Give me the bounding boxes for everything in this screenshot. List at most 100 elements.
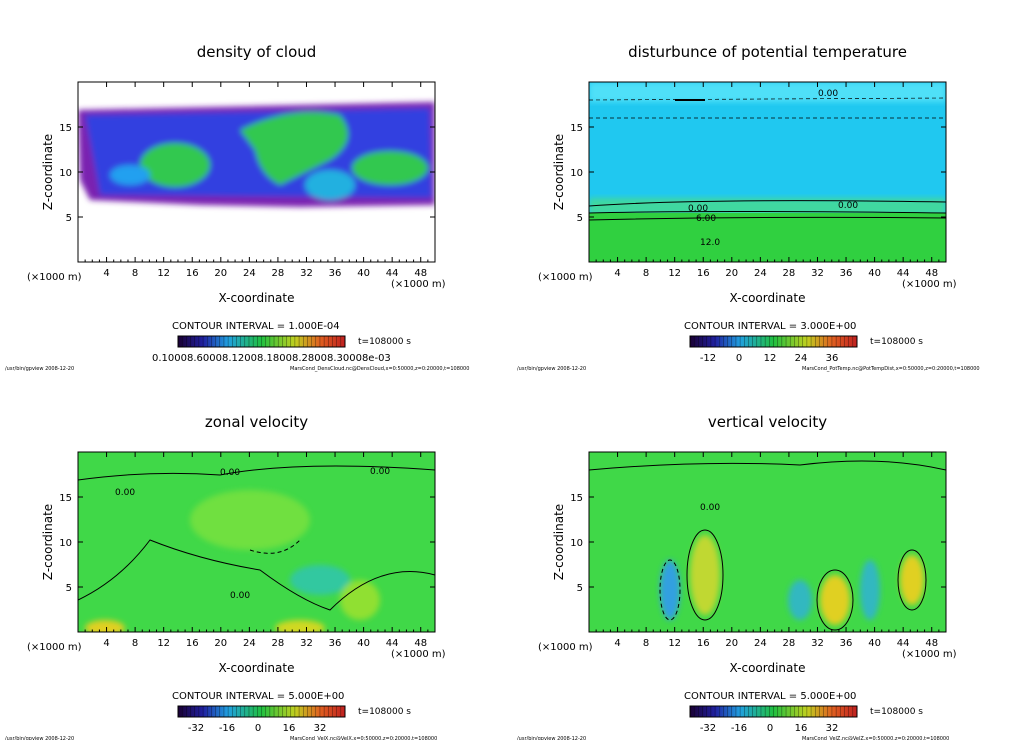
- colorbar-label: 36: [826, 353, 839, 364]
- x-tick-label: 40: [868, 268, 881, 279]
- contour-label: 0.00: [688, 204, 708, 214]
- y-axis-label: Z-coordinate: [41, 504, 55, 580]
- x-tick-label: 40: [357, 268, 370, 279]
- x-tick-label: 28: [783, 268, 796, 279]
- y-tick-label: 15: [570, 123, 583, 134]
- time-label: t=108000 s: [358, 707, 411, 717]
- colorbar-label: 32: [314, 723, 327, 734]
- x-tick-label: 28: [272, 268, 285, 279]
- x-axis-label: X-coordinate: [730, 661, 806, 675]
- x-tick-label: 8: [643, 638, 649, 649]
- contour-interval: CONTOUR INTERVAL = 3.000E+00: [684, 321, 856, 332]
- contour-interval: CONTOUR INTERVAL = 5.000E+00: [684, 691, 856, 702]
- x-tick-label: 24: [243, 268, 256, 279]
- contour-interval: CONTOUR INTERVAL = 1.000E-04: [172, 321, 340, 332]
- y-axis-label: Z-coordinate: [552, 504, 566, 580]
- y-tick-label: 5: [577, 583, 583, 594]
- y-axis-label: Z-coordinate: [41, 134, 55, 210]
- x-tick-label: 20: [725, 268, 738, 279]
- y-tick-label: 5: [66, 583, 72, 594]
- footer-left: /usr/bin/gpview 2008-12-20: [5, 366, 74, 372]
- x-tick-label: 44: [386, 268, 399, 279]
- colorbar-label: 0: [255, 723, 261, 734]
- x-tick-label: 24: [754, 638, 767, 649]
- x-tick-label: 12: [157, 638, 170, 649]
- contour-interval: CONTOUR INTERVAL = 5.000E+00: [172, 691, 344, 702]
- footer-right: MarsCond_VelX.nc@VelX,x=0:50000,z=0:2000…: [290, 736, 437, 740]
- x-tick-label: 44: [897, 268, 910, 279]
- x-tick-label: 16: [697, 638, 710, 649]
- colorbar-label: -12: [700, 353, 716, 364]
- x-tick-label: 36: [840, 638, 853, 649]
- x-axis-label: X-coordinate: [219, 291, 295, 305]
- contour-label: 0.00: [700, 503, 720, 513]
- x-tick-label: 40: [868, 638, 881, 649]
- colorbar-label: 0.10008.60008.12008.18008.28008.30008e-0…: [152, 353, 391, 364]
- x-tick-label: 16: [697, 268, 710, 279]
- contour-label: 0.00: [838, 201, 858, 211]
- x-tick-label: 48: [414, 268, 427, 279]
- x-tick-label: 48: [414, 638, 427, 649]
- footer-left: /usr/bin/gpview 2008-12-20: [517, 736, 586, 740]
- colorbar-label: -32: [700, 723, 716, 734]
- x-tick-label: 20: [214, 638, 227, 649]
- x-unit-right: (×1000 m): [902, 649, 957, 660]
- x-tick-label: 8: [643, 268, 649, 279]
- footer-right: MarsCond_VelZ.nc@VelZ,x=0:50000,z=0:2000…: [802, 736, 949, 740]
- panel-1-field: [589, 82, 946, 262]
- contour-label: 12.0: [700, 238, 720, 248]
- chart-title: vertical velocity: [708, 413, 827, 431]
- colorbar-label: 0: [736, 353, 742, 364]
- y-tick-label: 15: [59, 493, 72, 504]
- x-tick-label: 4: [614, 268, 620, 279]
- contour-label: 0.00: [220, 468, 240, 478]
- chart-title: zonal velocity: [205, 413, 308, 431]
- x-tick-label: 12: [668, 638, 681, 649]
- y-tick-label: 10: [59, 168, 72, 179]
- chart-title: disturbunce of potential temperature: [628, 43, 907, 61]
- x-tick-label: 16: [186, 638, 199, 649]
- colorbar-label: 0: [767, 723, 773, 734]
- colorbar-label: -16: [731, 723, 747, 734]
- footer-left: /usr/bin/gpview 2008-12-20: [5, 736, 74, 740]
- x-axis-label: X-coordinate: [219, 661, 295, 675]
- x-tick-label: 20: [725, 638, 738, 649]
- x-tick-label: 44: [386, 638, 399, 649]
- contour-label: 6.00: [696, 214, 716, 224]
- colorbar-label: 12: [764, 353, 777, 364]
- x-unit-right: (×1000 m): [391, 279, 446, 290]
- x-tick-label: 32: [300, 638, 313, 649]
- contour-label: 0.00: [818, 89, 838, 99]
- x-tick-label: 12: [668, 268, 681, 279]
- panel-0-field: [78, 82, 435, 262]
- time-label: t=108000 s: [358, 337, 411, 347]
- contour-label: 0.00: [230, 591, 250, 601]
- x-tick-label: 16: [186, 268, 199, 279]
- x-unit-left: (×1000 m): [27, 642, 82, 653]
- x-tick-label: 32: [300, 268, 313, 279]
- panel-2-field: [78, 452, 435, 632]
- x-tick-label: 40: [357, 638, 370, 649]
- y-tick-label: 15: [570, 493, 583, 504]
- time-label: t=108000 s: [870, 707, 923, 717]
- x-tick-label: 12: [157, 268, 170, 279]
- x-unit-left: (×1000 m): [538, 642, 593, 653]
- x-tick-label: 32: [811, 638, 824, 649]
- contour-label: 0.00: [370, 467, 390, 477]
- x-tick-label: 4: [614, 638, 620, 649]
- x-tick-label: 44: [897, 638, 910, 649]
- x-unit-left: (×1000 m): [538, 272, 593, 283]
- x-tick-label: 4: [103, 268, 109, 279]
- x-tick-label: 32: [811, 268, 824, 279]
- chart-title: density of cloud: [197, 43, 317, 61]
- colorbar-label: 32: [826, 723, 839, 734]
- x-unit-right: (×1000 m): [391, 649, 446, 660]
- y-tick-label: 10: [59, 538, 72, 549]
- x-tick-label: 36: [329, 268, 342, 279]
- colorbar-label: -32: [188, 723, 204, 734]
- x-unit-left: (×1000 m): [27, 272, 82, 283]
- y-tick-label: 10: [570, 168, 583, 179]
- x-tick-label: 24: [243, 638, 256, 649]
- x-tick-label: 36: [329, 638, 342, 649]
- colorbar-label: 24: [795, 353, 808, 364]
